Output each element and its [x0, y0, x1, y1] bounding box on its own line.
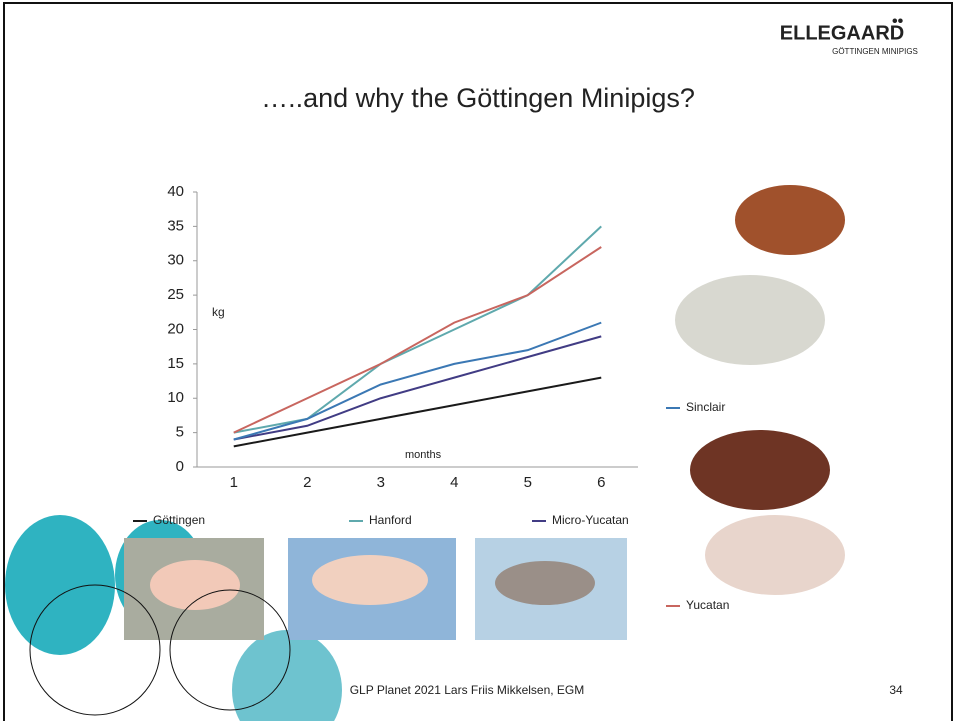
legend-label: Yucatan: [686, 598, 729, 612]
photo-pig: [705, 515, 845, 595]
legend-label: Micro-Yucatan: [552, 513, 629, 527]
photo-pig: [495, 561, 595, 605]
deco-blob: [232, 630, 342, 721]
page-number: 34: [889, 683, 903, 697]
x-tick-label: 6: [597, 474, 605, 491]
deco-circle: [29, 584, 161, 716]
photo-pig: [312, 555, 428, 605]
y-tick-label: 25: [167, 286, 184, 303]
series-line: [233, 321, 602, 441]
x-axis-label: months: [405, 449, 442, 461]
footer: GLP Planet 2021 Lars Friis Mikkelsen, EG…: [350, 683, 585, 697]
y-tick-label: 15: [167, 355, 184, 372]
y-tick-label: 40: [167, 183, 184, 200]
y-tick-label: 35: [167, 217, 184, 234]
legend-label: Sinclair: [686, 400, 725, 414]
x-tick-label: 1: [230, 474, 238, 491]
y-tick-label: 10: [167, 389, 184, 406]
logo-sub: GÖTTINGEN MINIPIGS: [832, 47, 918, 56]
y-tick-label: 5: [176, 424, 184, 441]
y-tick-label: 30: [167, 252, 184, 269]
photo-pig: [735, 185, 845, 255]
deco-circle: [169, 589, 291, 711]
series-line: [233, 225, 602, 434]
x-tick-label: 3: [377, 474, 385, 491]
x-tick-label: 4: [450, 474, 458, 491]
y-axis-label: kg: [212, 305, 225, 319]
y-tick-label: 0: [176, 458, 184, 475]
logo: ELLEGAARD: [780, 22, 904, 44]
y-tick-label: 20: [167, 320, 184, 337]
deco-blob: [5, 515, 115, 655]
x-tick-label: 2: [303, 474, 311, 491]
legend-label: Göttingen: [153, 513, 205, 527]
legend-label: Hanford: [369, 513, 412, 527]
slide-frame: [3, 2, 953, 721]
photo-pig: [675, 275, 825, 365]
slide-title: …..and why the Göttingen Minipigs?: [261, 83, 695, 113]
series-line: [233, 335, 602, 441]
x-tick-label: 5: [524, 474, 532, 491]
series-line: [233, 246, 602, 434]
photo-pig: [150, 560, 240, 610]
series-line: [233, 376, 602, 448]
logo-dots: ••: [892, 13, 904, 30]
photo-pig: [690, 430, 830, 510]
